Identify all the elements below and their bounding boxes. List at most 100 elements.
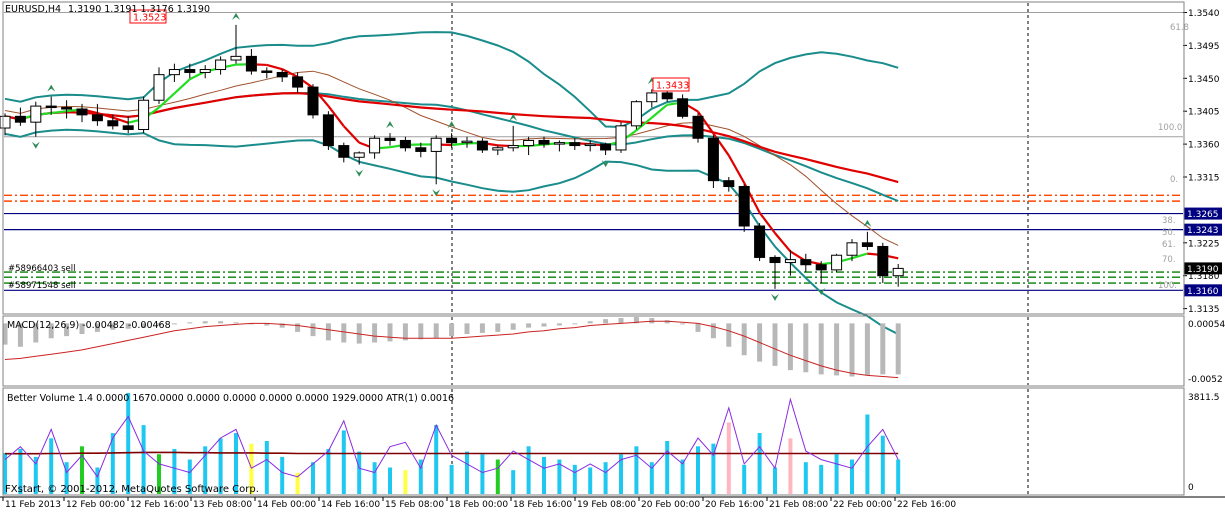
volume-bar <box>603 462 608 494</box>
volume-bar <box>295 472 300 494</box>
candle-body <box>261 70 273 73</box>
fractal-up-icon <box>863 219 872 227</box>
price-axis[interactable]: 1.3540 1.3495 1.3450 1.3405 1.3360 1.3315 1.32… <box>1183 9 1225 493</box>
time-tick-label: 13 Feb 08:00 <box>193 500 252 510</box>
time-tick-label: 20 Feb 00:00 <box>641 500 700 510</box>
candle-body <box>30 105 42 123</box>
volume-bar <box>665 441 670 494</box>
macd-bar <box>464 323 470 334</box>
volume-bar <box>449 464 454 494</box>
macd-tick-label: 0.00054 <box>1188 320 1225 330</box>
volume-bar <box>95 467 100 494</box>
candle-body <box>892 267 904 277</box>
volume-ma-line <box>5 451 899 455</box>
time-axis[interactable]: 11 Feb 2013 12 Feb 00:00 12 Feb 16:00 13 Fe… <box>2 497 956 510</box>
order-labels[interactable]: #58966403 sell #58971548 sell <box>8 264 75 291</box>
volume-bar <box>403 470 408 494</box>
candle-body <box>215 59 227 71</box>
price-tag <box>1184 262 1222 275</box>
macd-bar <box>572 323 578 325</box>
macd-bar <box>48 323 54 339</box>
candle-body <box>338 145 350 158</box>
time-tick-label: 22 Feb 16:00 <box>897 500 956 510</box>
macd-bar <box>541 323 547 327</box>
price-grid <box>451 3 1029 313</box>
macd-bar <box>2 323 8 345</box>
ma-fast-segment <box>97 111 114 119</box>
candle-body <box>831 254 843 271</box>
ma-fast-segment <box>112 116 129 124</box>
macd-bar <box>141 323 147 328</box>
price-callout-box <box>129 9 167 24</box>
candle-body <box>292 76 304 88</box>
macd-bar <box>680 323 686 325</box>
macd-bar <box>295 323 301 332</box>
macd-bar <box>772 323 778 366</box>
ma-fast-segment <box>635 116 653 132</box>
ma-fast-segment <box>651 103 668 119</box>
volume-bar <box>388 467 392 494</box>
candle-body <box>415 147 427 152</box>
candle-body <box>61 107 73 110</box>
candle-body <box>754 225 766 258</box>
time-tick-label: 14 Feb 16:00 <box>321 500 380 510</box>
macd-bar <box>125 323 131 329</box>
macd-bar <box>325 323 331 341</box>
volume-bar <box>80 446 84 494</box>
candle-body <box>769 256 781 264</box>
time-tick-label: 19 Feb 08:00 <box>577 500 636 510</box>
macd-bar <box>556 323 562 326</box>
candle-body <box>476 140 488 151</box>
volume-bar <box>64 462 69 494</box>
time-tick-label: 12 Feb 00:00 <box>66 500 125 510</box>
macd-pane[interactable]: MACD(12,26,9) -0.00482 -0.00468 <box>2 317 1029 385</box>
macd-bar <box>171 323 177 325</box>
volume-bar <box>619 454 623 494</box>
volume-bar <box>803 462 808 494</box>
fractal-down-icon <box>31 141 40 149</box>
ma-fast-segment <box>51 110 67 115</box>
candle-body <box>630 101 642 127</box>
ohlc-readout: 1.3190 1.3191 1.3176 1.3190 <box>68 4 210 15</box>
macd-bar <box>649 318 655 324</box>
candle-body <box>245 55 257 72</box>
volume-bar <box>788 438 793 494</box>
time-tick-label: 22 Feb 00:00 <box>833 500 892 510</box>
price-pane[interactable]: 61.8 100.0 0. 38. 50. 61. 70. 100. #58966403 se… <box>0 3 1189 336</box>
price-tag <box>1184 223 1222 236</box>
fractal-down-icon <box>355 169 364 177</box>
candle-body <box>122 125 134 130</box>
time-tick-label: 20 Feb 16:00 <box>705 500 764 510</box>
macd-bar <box>880 323 886 375</box>
volume-bar <box>511 470 516 494</box>
volume-bar <box>234 433 238 494</box>
volume-bar <box>819 464 824 494</box>
fractal-up-icon <box>232 12 240 20</box>
pane-frame-2 <box>2 387 1185 496</box>
volume-title: Better Volume 1.4 0.0000 1670.0000 0.000… <box>7 393 454 404</box>
fib-level-label: 61.8 <box>1170 23 1189 33</box>
volume-pane[interactable]: Better Volume 1.4 0.0000 1670.0000 0.000… <box>3 389 1029 495</box>
volume-bar <box>249 443 254 494</box>
candle-body <box>877 245 889 277</box>
volume-bar <box>588 467 593 494</box>
macd-bar <box>64 323 70 337</box>
fractal-down-icon <box>432 189 441 197</box>
volume-bar <box>326 448 331 494</box>
fractal-up-icon <box>386 121 394 129</box>
volume-bar <box>372 462 377 494</box>
candle-body <box>646 92 658 103</box>
price-tag-label: 1.3160 <box>1187 287 1219 297</box>
macd-bar <box>741 323 747 356</box>
candle-body <box>584 143 596 147</box>
fractal-up-icon <box>509 113 518 121</box>
volume-bar <box>711 443 716 494</box>
volume-tick-label: 0 <box>1188 483 1194 493</box>
volume-bar <box>18 448 23 494</box>
ma-fast-segment <box>158 92 176 109</box>
order-label: #58971548 sell <box>8 281 75 291</box>
volume-bar <box>850 459 854 494</box>
horizontal-levels[interactable] <box>4 12 1183 291</box>
